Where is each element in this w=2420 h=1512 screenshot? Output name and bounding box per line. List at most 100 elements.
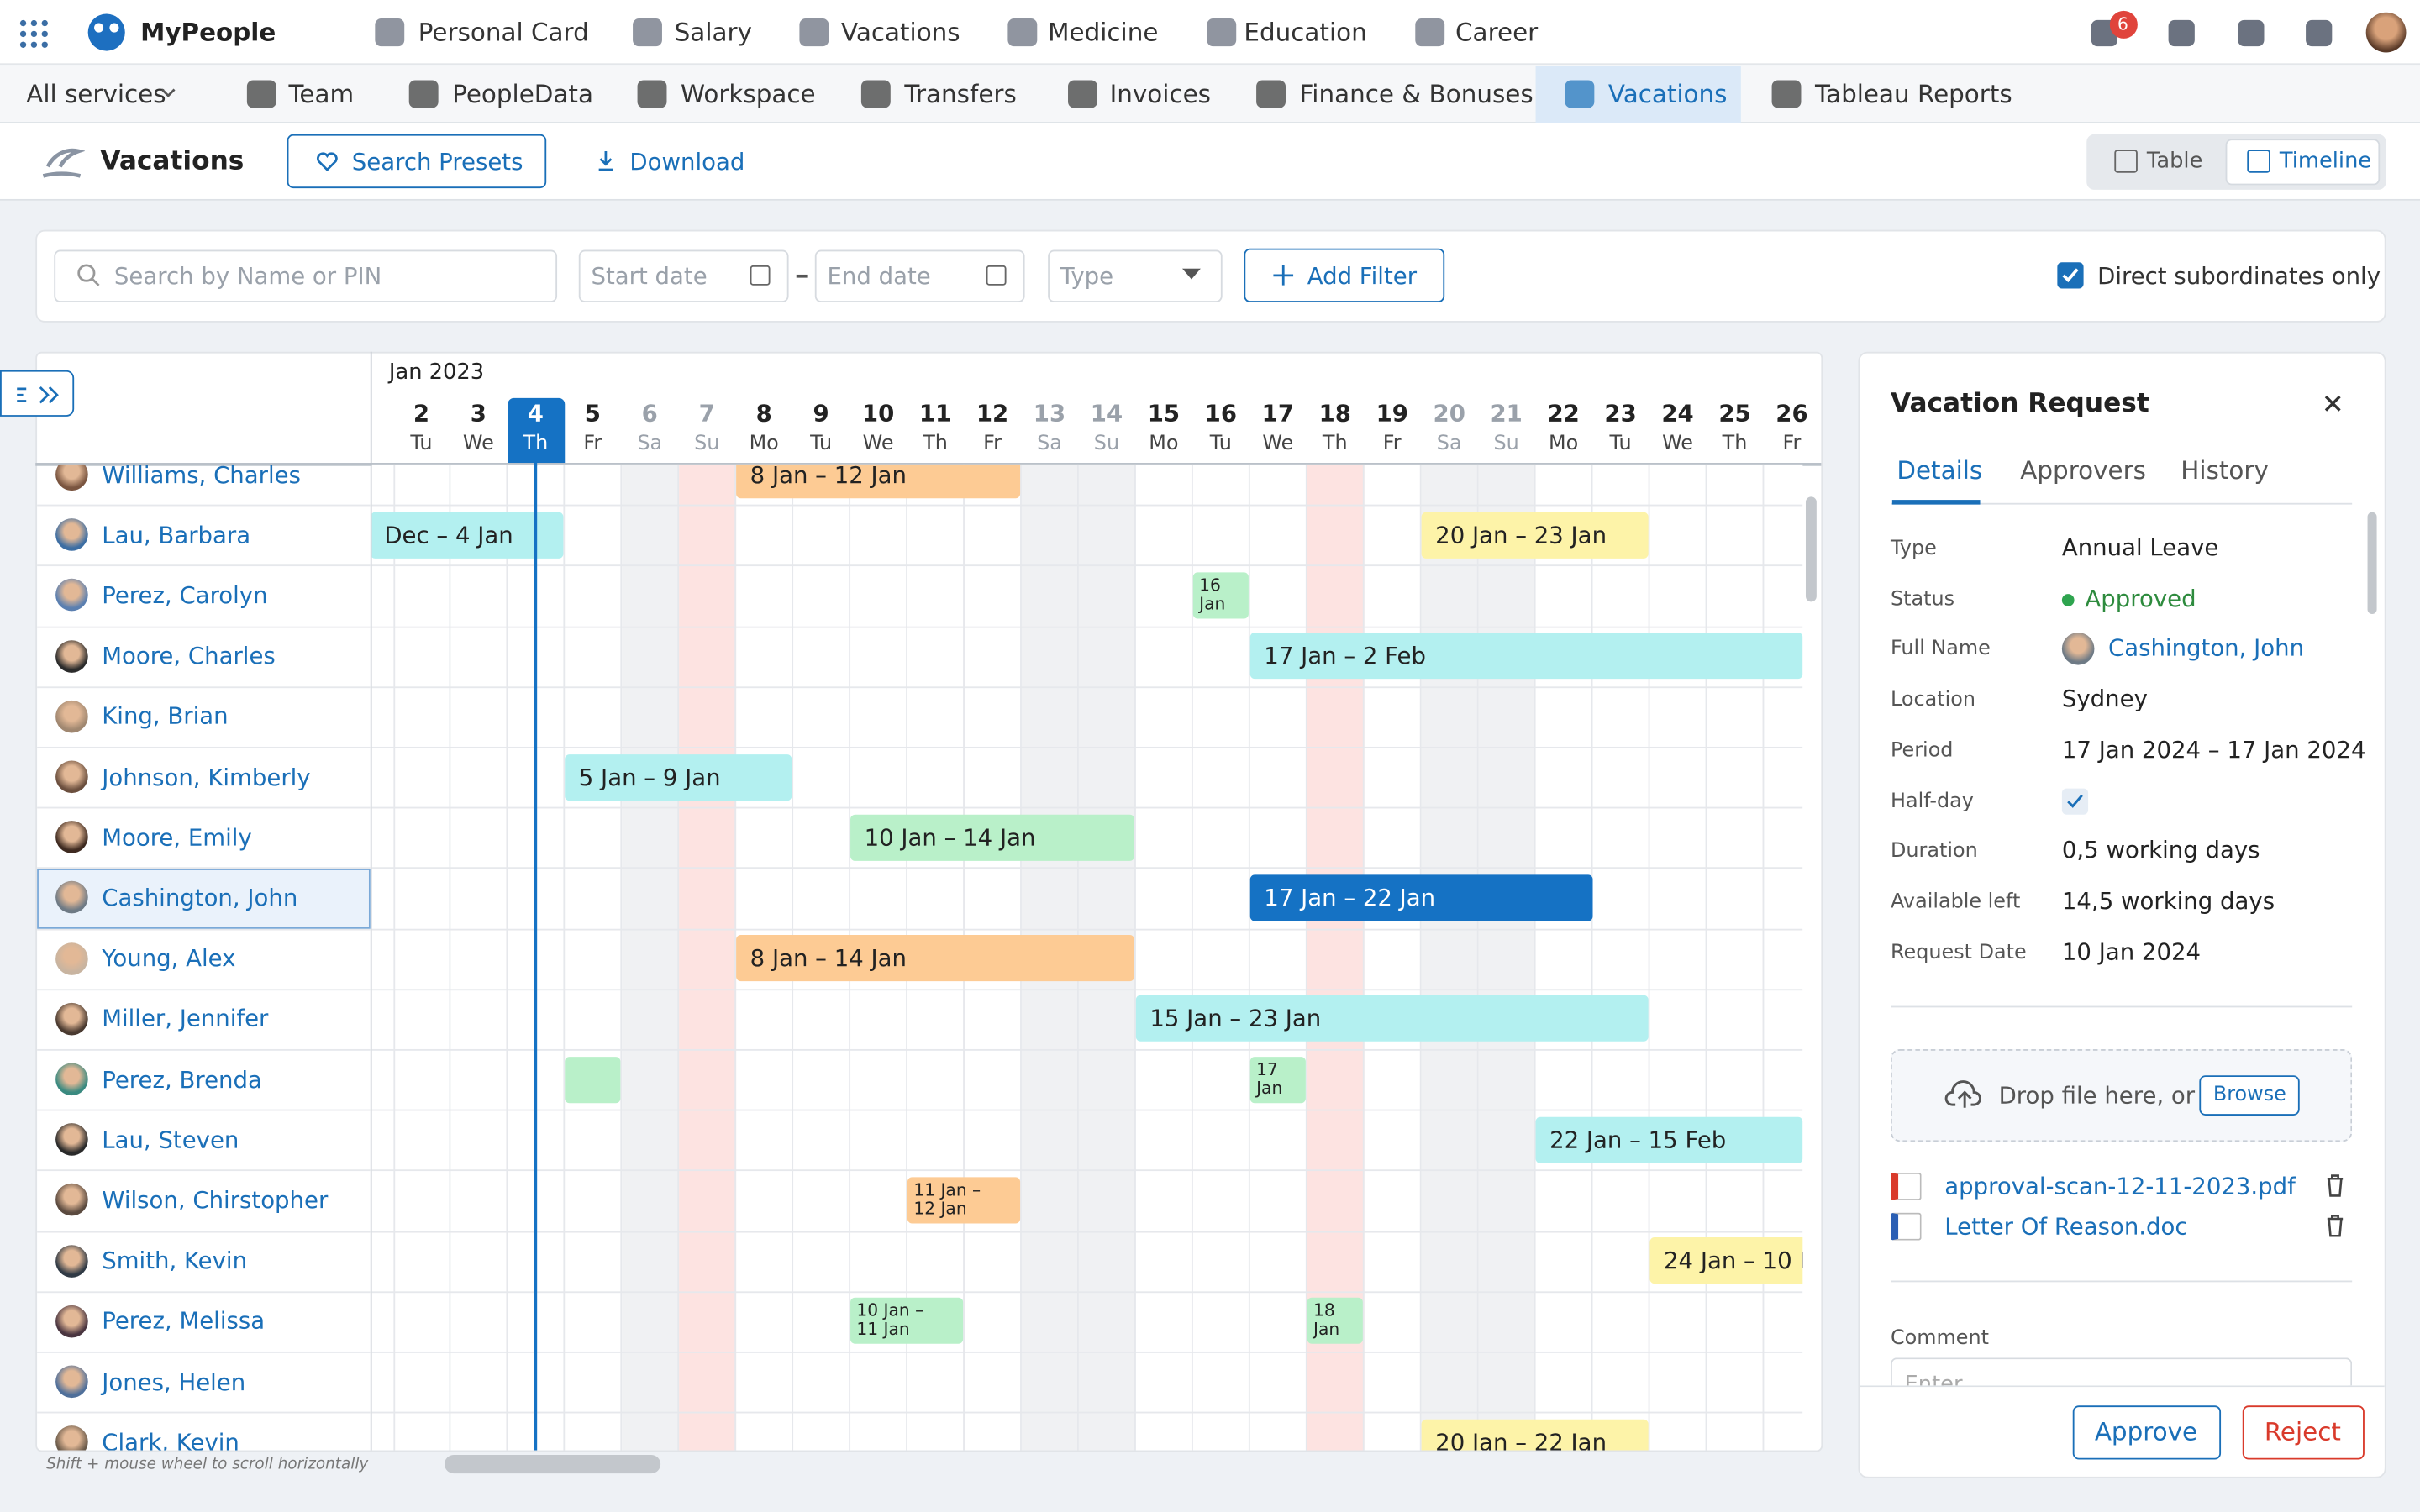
search-input[interactable] xyxy=(54,249,558,303)
subnav-item[interactable]: Tableau Reports xyxy=(1815,79,2012,109)
panel-tab[interactable]: History xyxy=(2181,455,2269,486)
subnav-item[interactable]: Team xyxy=(288,79,355,109)
reject-button[interactable]: Reject xyxy=(2242,1405,2365,1460)
subnav-item[interactable]: PeopleData xyxy=(452,79,593,109)
end-date-input[interactable] xyxy=(814,249,1025,303)
header-icon[interactable] xyxy=(2238,19,2265,47)
browse-button[interactable]: Browse xyxy=(2199,1075,2300,1116)
day-number: 3 xyxy=(470,399,487,428)
vacation-bar[interactable]: 15 Jan – 23 Jan xyxy=(1135,995,1649,1042)
download-button[interactable]: Download xyxy=(629,148,745,176)
subnav-item[interactable]: Transfers xyxy=(904,79,1017,109)
nav-item[interactable]: Personal Card xyxy=(418,17,589,47)
direct-checkbox[interactable] xyxy=(2057,262,2084,289)
panel-tab[interactable]: Details xyxy=(1897,455,1983,486)
subnav-item[interactable]: Invoices xyxy=(1109,79,1212,109)
vacation-bar[interactable]: 11 Jan – 12 Jan xyxy=(908,1177,1021,1224)
employee-name[interactable]: Lau, Barbara xyxy=(102,521,251,549)
row-line xyxy=(37,1048,371,1051)
close-button[interactable] xyxy=(2324,395,2341,412)
panel-tab[interactable]: Approvers xyxy=(2020,455,2146,486)
subnav-item[interactable]: Vacations xyxy=(1607,79,1728,109)
file-name[interactable]: approval-scan-12-11-2023.pdf xyxy=(1944,1172,2296,1200)
vacation-bar[interactable]: 20 Jan – 22 Jan xyxy=(1421,1419,1649,1451)
nav-item[interactable]: Education xyxy=(1244,17,1367,47)
vacation-bar[interactable]: 8 Jan – 12 Jan xyxy=(736,464,1021,498)
employee-name[interactable]: Johnson, Kimberly xyxy=(102,763,311,791)
employee-name[interactable]: Moore, Emily xyxy=(102,823,252,852)
search-presets-button[interactable]: Search Presets xyxy=(287,134,547,189)
field-value[interactable]: Cashington, John xyxy=(2107,634,2305,663)
file-icon xyxy=(1891,1172,1922,1200)
add-filter-button[interactable]: Add Filter xyxy=(1244,248,1445,303)
day-of-week: We xyxy=(862,432,894,456)
vacation-bar[interactable]: 17 Jan xyxy=(1249,1056,1306,1103)
panel-scrollbar[interactable] xyxy=(2367,512,2377,615)
subnav-item[interactable]: Workspace xyxy=(681,79,816,109)
vacation-bar[interactable]: 20 Jan – 23 Jan xyxy=(1421,512,1649,559)
vertical-scrollbar[interactable] xyxy=(1805,496,1817,602)
day-number: 24 xyxy=(1661,399,1694,428)
vacation-bar[interactable]: 16 Jan xyxy=(1192,572,1249,619)
vacation-bar[interactable]: 8 Jan – 14 Jan xyxy=(736,935,1135,982)
horizontal-scrollbar[interactable] xyxy=(444,1455,661,1474)
field-label: Full Name xyxy=(1891,638,1991,662)
table-icon[interactable] xyxy=(2114,150,2138,173)
delete-icon[interactable] xyxy=(2326,1215,2344,1238)
row-line xyxy=(37,867,371,869)
employee-name[interactable]: King, Brian xyxy=(102,702,229,731)
header-icon[interactable] xyxy=(2306,19,2333,47)
row-line xyxy=(371,685,1803,688)
user-avatar[interactable] xyxy=(2365,12,2407,53)
employee-name[interactable]: Cashington, John xyxy=(102,884,298,912)
employee-name[interactable]: Perez, Melissa xyxy=(102,1307,266,1336)
timeline-icon[interactable] xyxy=(2247,150,2270,173)
employee-name[interactable]: Moore, Charles xyxy=(102,642,276,670)
employee-name[interactable]: Smith, Kevin xyxy=(102,1247,248,1275)
vacation-bar[interactable]: 22 Jan – 15 Feb xyxy=(1535,1116,1803,1163)
header-icon[interactable] xyxy=(2168,19,2195,47)
start-date-input[interactable] xyxy=(578,249,789,303)
nav-item[interactable]: Career xyxy=(1455,17,1539,47)
vacation-bar[interactable]: 18 Jan xyxy=(1307,1298,1363,1345)
collapse-toggle[interactable] xyxy=(0,370,75,417)
vacation-bar[interactable]: 17 Jan – 22 Jan xyxy=(1249,874,1593,921)
vacation-bar[interactable]: 5 Jan – 9 Jan xyxy=(565,753,792,801)
vacation-bar[interactable]: 10 Jan – 14 Jan xyxy=(850,814,1135,861)
comment-input[interactable]: Enter xyxy=(1891,1357,2353,1386)
view-option[interactable]: Table xyxy=(2146,149,2203,174)
employee-name[interactable]: Perez, Carolyn xyxy=(102,581,268,610)
browse-label: Browse xyxy=(2212,1083,2286,1107)
services-menu[interactable]: All services xyxy=(26,79,166,109)
vacation-bar[interactable]: 17 Jan – 2 Feb xyxy=(1249,633,1803,680)
nav-item[interactable]: Vacations xyxy=(841,17,960,47)
day-of-week: Tu xyxy=(810,432,833,456)
subnav-item[interactable]: Finance & Bonuses xyxy=(1299,79,1534,109)
employee-name[interactable]: Wilson, Chirstopher xyxy=(102,1186,329,1215)
employee-name[interactable]: Perez, Brenda xyxy=(102,1065,262,1094)
name-column: Williams, Charles Lau, Barbara Perez, Caro… xyxy=(37,464,371,1451)
avatar xyxy=(55,518,88,552)
vacation-bar-unlabeled[interactable] xyxy=(565,1056,621,1103)
day-of-week: Sa xyxy=(637,432,663,456)
delete-icon[interactable] xyxy=(2326,1174,2344,1198)
file-name[interactable]: Letter Of Reason.doc xyxy=(1944,1212,2188,1241)
vacation-bar[interactable]: 24 Jan – 10 Feb xyxy=(1649,1237,1803,1284)
apps-icon xyxy=(19,19,48,48)
field-label: Period xyxy=(1891,738,1954,763)
employee-name[interactable]: Miller, Jennifer xyxy=(102,1005,269,1033)
vacation-bar[interactable]: 10 Jan – 11 Jan xyxy=(850,1298,964,1345)
employee-name[interactable]: Lau, Steven xyxy=(102,1126,239,1154)
approve-button[interactable]: Approve xyxy=(2072,1405,2222,1460)
vacation-bar[interactable]: Dec – 4 Jan xyxy=(371,512,564,559)
employee-name[interactable]: Jones, Helen xyxy=(102,1368,246,1396)
nav-item[interactable]: Medicine xyxy=(1048,17,1159,47)
add-filter-label: Add Filter xyxy=(1307,262,1418,291)
nav-item[interactable]: Salary xyxy=(674,17,752,47)
day-number: 17 xyxy=(1261,399,1294,428)
employee-name[interactable]: Williams, Charles xyxy=(102,464,301,489)
view-option[interactable]: Timeline xyxy=(2279,149,2372,174)
employee-name[interactable]: Clark, Kevin xyxy=(102,1428,239,1451)
employee-name[interactable]: Young, Alex xyxy=(102,944,236,973)
calendar-icon xyxy=(986,265,1007,286)
